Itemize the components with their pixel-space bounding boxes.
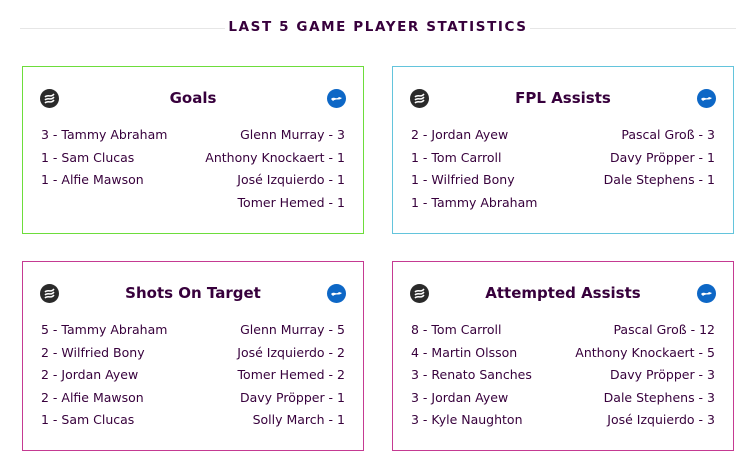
stat-card-attempted-assists: Attempted Assists 8 - Tom Carroll 4 - Ma… xyxy=(392,261,734,451)
stat-card-shots-on-target: Shots On Target 5 - Tammy Abraham 2 - Wi… xyxy=(22,261,364,451)
list-item: Tomer Hemed - 1 xyxy=(237,194,345,210)
card-title: Goals xyxy=(169,89,217,107)
home-player-list: 8 - Tom Carroll 4 - Martin Olsson 3 - Re… xyxy=(411,319,532,432)
home-player-list: 2 - Jordan Ayew 1 - Tom Carroll 1 - Wilf… xyxy=(411,124,537,214)
header-divider-right xyxy=(530,28,736,29)
list-item: 4 - Martin Olsson xyxy=(411,344,518,360)
away-player-list: Pascal Groß - 12 Anthony Knockaert - 5 D… xyxy=(575,319,715,432)
home-player-list: 3 - Tammy Abraham 1 - Sam Clucas 1 - Alf… xyxy=(41,124,167,192)
list-item: 5 - Tammy Abraham xyxy=(41,322,168,337)
swansea-crest-icon xyxy=(40,284,59,303)
list-item: Glenn Murray - 5 xyxy=(240,322,345,337)
list-item: José Izquierdo - 3 xyxy=(607,412,715,427)
list-item: Pascal Groß - 12 xyxy=(613,322,715,337)
list-item: 2 - Alfie Mawson xyxy=(41,389,144,405)
card-title: Attempted Assists xyxy=(485,284,641,302)
away-player-list: Glenn Murray - 3 Anthony Knockaert - 1 J… xyxy=(205,124,345,214)
brighton-crest-icon xyxy=(697,89,716,108)
list-item: Davy Pröpper - 3 xyxy=(610,367,715,382)
list-item: Tomer Hemed - 2 xyxy=(237,367,345,382)
list-item: 3 - Renato Sanches xyxy=(411,367,532,382)
list-item: Dale Stephens - 3 xyxy=(603,389,715,405)
list-item: Glenn Murray - 3 xyxy=(240,127,345,142)
list-item: Davy Pröpper - 1 xyxy=(240,389,345,405)
list-item: Davy Pröpper - 1 xyxy=(610,149,715,165)
list-item: Dale Stephens - 1 xyxy=(603,172,715,187)
stat-card-fpl-assists: FPL Assists 2 - Jordan Ayew 1 - Tom Carr… xyxy=(392,66,734,234)
card-header: Shots On Target xyxy=(23,280,363,308)
card-title: FPL Assists xyxy=(515,89,611,107)
card-title: Shots On Target xyxy=(125,284,261,302)
list-item: 2 - Jordan Ayew xyxy=(411,127,509,142)
home-player-list: 5 - Tammy Abraham 2 - Wilfried Bony 2 - … xyxy=(41,319,167,432)
list-item: 3 - Kyle Naughton xyxy=(411,412,523,427)
brighton-crest-icon xyxy=(697,284,716,303)
section-title: LAST 5 GAME PLAYER STATISTICS xyxy=(228,19,528,35)
card-header: Goals xyxy=(23,85,363,113)
brighton-crest-icon xyxy=(327,89,346,108)
header-divider-left xyxy=(20,28,225,29)
away-player-list: Pascal Groß - 3 Davy Pröpper - 1 Dale St… xyxy=(604,124,715,192)
card-header: Attempted Assists xyxy=(393,280,733,308)
list-item: 1 - Wilfried Bony xyxy=(411,172,515,187)
swansea-crest-icon xyxy=(40,89,59,108)
list-item: 1 - Tammy Abraham xyxy=(411,194,538,210)
section-header: LAST 5 GAME PLAYER STATISTICS xyxy=(0,0,756,56)
list-item: Solly March - 1 xyxy=(252,412,345,427)
list-item: 2 - Jordan Ayew xyxy=(41,367,139,382)
list-item: Pascal Groß - 3 xyxy=(621,127,715,142)
list-item: 3 - Jordan Ayew xyxy=(411,389,509,405)
list-item: 1 - Tom Carroll xyxy=(411,149,502,165)
brighton-crest-icon xyxy=(327,284,346,303)
list-item: 2 - Wilfried Bony xyxy=(41,344,145,360)
list-item: 1 - Sam Clucas xyxy=(41,412,135,427)
list-item: Anthony Knockaert - 1 xyxy=(205,149,345,165)
list-item: 1 - Sam Clucas xyxy=(41,149,135,165)
list-item: 3 - Tammy Abraham xyxy=(41,127,168,142)
list-item: José Izquierdo - 2 xyxy=(237,344,345,360)
swansea-crest-icon xyxy=(410,89,429,108)
list-item: 8 - Tom Carroll xyxy=(411,322,502,337)
card-header: FPL Assists xyxy=(393,85,733,113)
list-item: José Izquierdo - 1 xyxy=(237,172,345,187)
swansea-crest-icon xyxy=(410,284,429,303)
list-item: Anthony Knockaert - 5 xyxy=(575,344,715,360)
list-item: 1 - Alfie Mawson xyxy=(41,172,144,187)
away-player-list: Glenn Murray - 5 José Izquierdo - 2 Tome… xyxy=(237,319,345,432)
stat-card-goals: Goals 3 - Tammy Abraham 1 - Sam Clucas 1… xyxy=(22,66,364,234)
